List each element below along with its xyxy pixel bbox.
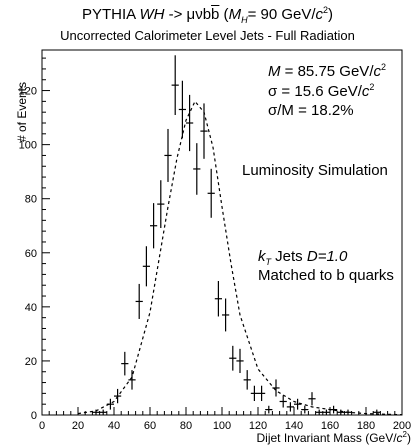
data-point [286, 402, 294, 412]
data-point [308, 392, 316, 406]
data-point [164, 128, 172, 182]
x-tick-label: 140 [285, 420, 303, 432]
data-point [301, 405, 309, 414]
chart-title: PYTHIA WH -> μνbb (MH= 90 GeV/c2) [81, 5, 334, 25]
x-tick-label: 0 [39, 420, 45, 432]
data-point [258, 385, 266, 402]
data-point [186, 94, 194, 152]
x-tick-label: 20 [72, 420, 84, 432]
x-tick-label: 180 [357, 420, 375, 432]
annotation-sigma: σ = 15.6 GeV/c2 [268, 82, 375, 100]
x-tick-label: 40 [108, 420, 120, 432]
x-axis-label: Dijet Invariant Mass (GeV/c2) [256, 430, 412, 445]
data-point [236, 348, 244, 374]
y-axis-label: # of Events [15, 81, 29, 143]
y-tick-label: 20 [25, 356, 37, 368]
annotation-ratio: σ/M = 18.2% [268, 102, 354, 119]
y-tick-label: 0 [31, 410, 37, 422]
data-point [229, 345, 237, 371]
data-point [150, 203, 158, 249]
data-point [315, 409, 323, 415]
annotation-mass: M = 85.75 GeV/c2 [268, 62, 386, 80]
data-point [222, 298, 230, 332]
data-point [265, 405, 273, 414]
data-marks [92, 55, 381, 415]
x-tick-label: 80 [180, 420, 192, 432]
x-tick-label: 120 [249, 420, 267, 432]
data-point [243, 370, 251, 390]
data-point [135, 283, 143, 319]
data-point [322, 409, 330, 415]
fit-curve-line [77, 100, 403, 416]
chart-subtitle: Uncorrected Calorimeter Level Jets - Ful… [60, 28, 355, 43]
y-tick-label: 60 [25, 248, 37, 260]
annotation-matched: Matched to b quarks [258, 267, 394, 284]
y-tick-label: 40 [25, 302, 37, 314]
fit-curve [77, 100, 403, 416]
y-tick-label: 100 [19, 140, 37, 152]
data-point [337, 409, 345, 415]
data-point [279, 395, 287, 408]
x-tick-label: 200 [393, 420, 411, 432]
x-tick-label: 60 [144, 420, 156, 432]
y-tick-label: 80 [25, 194, 37, 206]
data-point [157, 180, 165, 228]
annotation-luminosity: Luminosity Simulation [242, 162, 388, 179]
data-point [142, 246, 150, 287]
x-tick-label: 160 [321, 420, 339, 432]
annotation-jet-algorithm: kT Jets D=1.0 [258, 248, 348, 267]
data-point [250, 385, 258, 402]
data-point [121, 351, 129, 376]
data-point [99, 409, 107, 415]
data-point [193, 143, 201, 195]
data-point [294, 398, 302, 410]
y-tick-label: 120 [19, 86, 37, 98]
data-point [114, 388, 122, 404]
data-point [171, 55, 179, 116]
data-point [178, 80, 186, 139]
data-point [272, 379, 280, 397]
x-tick-label: 100 [213, 420, 231, 432]
axes: 0 20 40 60 80 100 120 140 160 180 200 0 20 40 60 80 100 1… [19, 49, 411, 432]
data-point [214, 281, 222, 317]
data-point [128, 370, 136, 390]
data-point [207, 168, 215, 218]
